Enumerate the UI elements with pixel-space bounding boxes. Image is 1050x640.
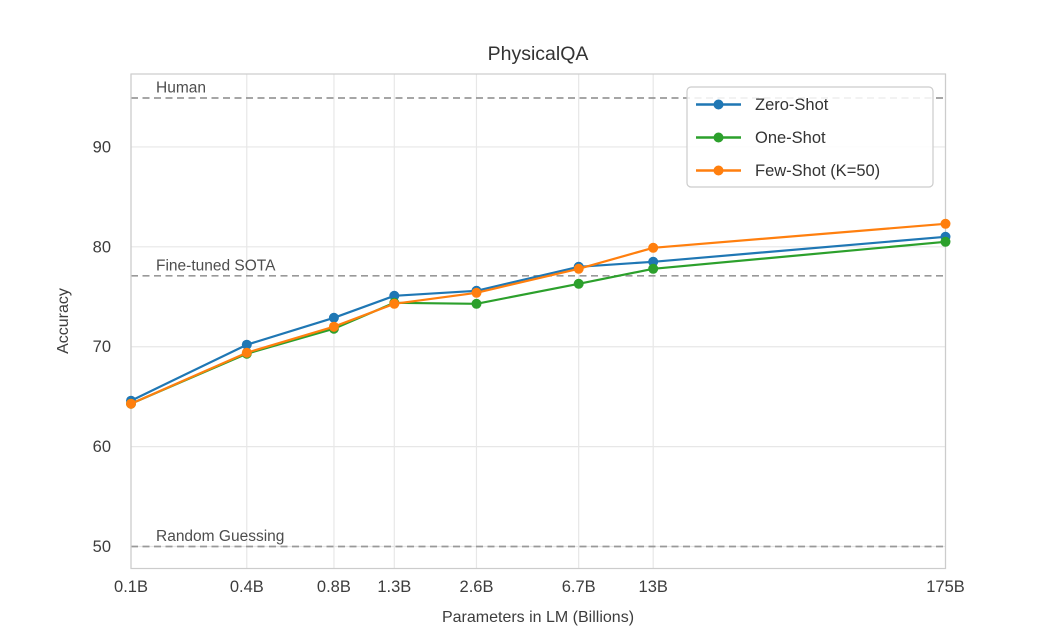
series-one-shot-marker	[471, 298, 482, 309]
legend-item-one-shot: One-Shot	[696, 129, 826, 147]
y-tick-label: 70	[93, 338, 111, 356]
legend: Zero-Shot One-Shot Few-Shot (K=50)	[686, 86, 934, 188]
series-few-shot-k-50-marker	[940, 218, 951, 229]
series-few-shot-k-50-marker	[648, 242, 659, 253]
x-tick-label: 0.1B	[114, 578, 148, 596]
series-few-shot-k-50	[126, 218, 951, 409]
series-zero-shot-marker	[648, 256, 659, 267]
series-few-shot-k-50-marker	[328, 321, 339, 332]
series-few-shot-k-50-line	[130, 222, 946, 405]
series-one-shot-line	[130, 240, 946, 405]
y-tick-label: 50	[93, 538, 111, 556]
series-one-shot-marker	[648, 263, 659, 274]
y-tick-label: 60	[93, 438, 111, 456]
series-few-shot-k-50-marker	[241, 347, 252, 358]
x-tick-label: 175B	[926, 578, 965, 596]
series-few-shot-k-50-marker	[573, 263, 584, 274]
legend-label: Zero-Shot	[755, 96, 829, 114]
legend-item-few-shot-k-50: Few-Shot (K=50)	[696, 162, 880, 180]
x-tick-label: 6.7B	[562, 578, 596, 596]
x-tick-label: 13B	[639, 578, 668, 596]
y-tick-label: 80	[93, 238, 111, 256]
series-zero-shot-line	[130, 235, 946, 402]
series-one-shot-marker	[940, 236, 951, 247]
legend-label: Few-Shot (K=50)	[755, 162, 880, 180]
plot-border	[130, 73, 947, 570]
legend-swatch-marker	[713, 165, 724, 176]
x-tick-label: 0.8B	[317, 578, 351, 596]
annotation-fine-tuned-sota: Fine-tuned SOTA	[156, 257, 276, 274]
series-zero-shot-marker	[389, 290, 400, 301]
series-zero-shot-marker	[241, 339, 252, 350]
series-zero-shot-marker	[328, 312, 339, 323]
series-few-shot-k-50-marker	[389, 298, 400, 309]
series-one-shot-marker	[573, 278, 584, 289]
series-few-shot-k-50-marker	[126, 398, 136, 409]
x-axis-label: Parameters in LM (Billions)	[441, 609, 635, 626]
y-tick-label: 90	[93, 138, 111, 156]
legend-item-zero-shot: Zero-Shot	[696, 96, 829, 114]
x-tick-label: 2.6B	[460, 578, 494, 596]
legend-swatch-marker	[713, 99, 724, 110]
x-tick-label: 0.4B	[230, 578, 264, 596]
chart-title: PhysicalQA	[487, 43, 589, 65]
tick-labels: 50 60 70 80 90 0.1B 0.4B 0.8B 1.3B 2.6B 6.7B 13B 175…	[93, 138, 965, 596]
legend-swatch-marker	[713, 132, 724, 143]
annotation-human: Human	[156, 79, 206, 96]
y-axis-label: Accuracy	[55, 288, 72, 354]
legend-label: One-Shot	[755, 129, 826, 147]
legend-box	[686, 86, 934, 188]
x-tick-label: 1.3B	[377, 578, 411, 596]
annotation-random-guessing: Random Guessing	[156, 528, 284, 545]
series-few-shot-k-50-marker	[471, 287, 482, 298]
